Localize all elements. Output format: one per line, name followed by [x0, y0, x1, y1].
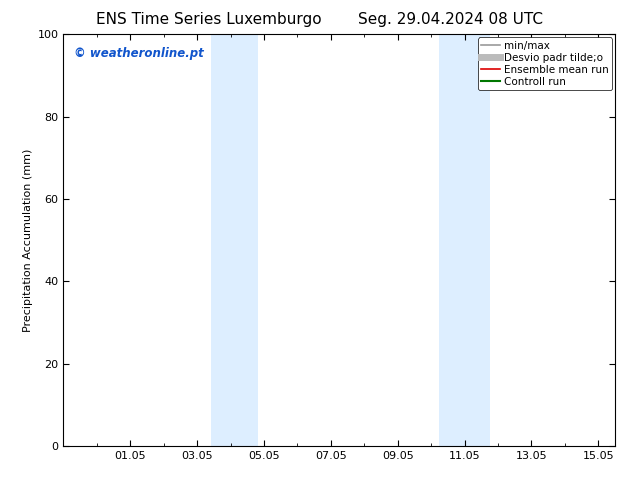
Y-axis label: Precipitation Accumulation (mm): Precipitation Accumulation (mm) [23, 148, 34, 332]
Bar [439, 34, 489, 446]
Text: Seg. 29.04.2024 08 UTC: Seg. 29.04.2024 08 UTC [358, 12, 543, 27]
Text: ENS Time Series Luxemburgo: ENS Time Series Luxemburgo [96, 12, 322, 27]
Text: © weatheronline.pt: © weatheronline.pt [74, 47, 204, 60]
Legend: min/max, Desvio padr tilde;o, Ensemble mean run, Controll run: min/max, Desvio padr tilde;o, Ensemble m… [478, 37, 612, 90]
Bar [211, 34, 258, 446]
